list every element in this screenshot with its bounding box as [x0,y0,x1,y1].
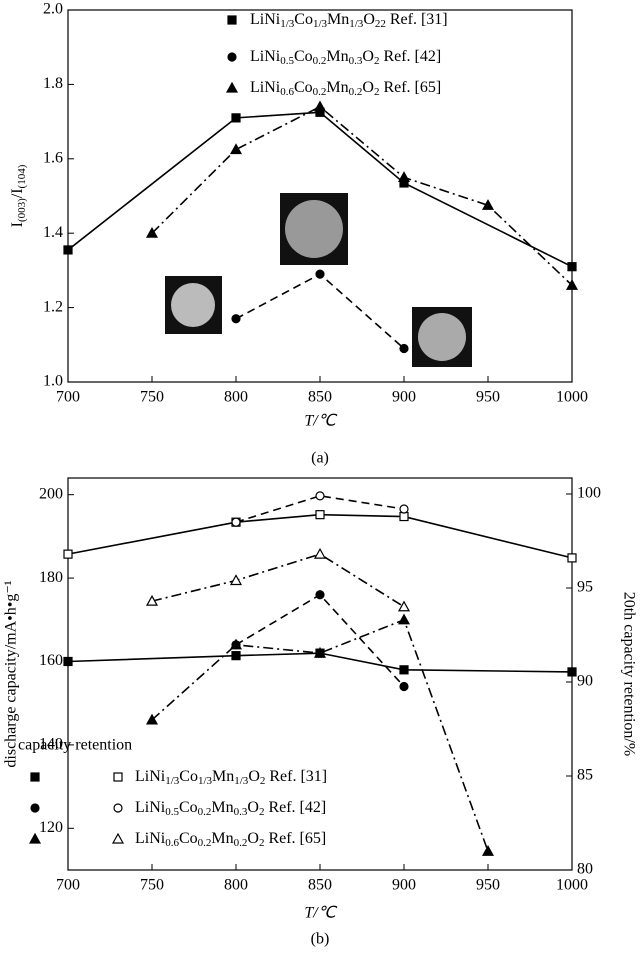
data-point [397,171,411,182]
legend-label: LiNi0.6Co0.2Mn0.2O2 Ref. [65] [135,830,326,849]
x-tick-label: 750 [140,389,164,406]
y-axis-label: discharge capacity/mA•h•g⁻¹ [3,580,20,767]
x-tick-label: 700 [56,877,80,894]
y-tick-label: 1.8 [43,75,63,92]
legend-marker [30,803,40,813]
data-point [399,504,409,514]
x-tick-label: 1000 [556,877,588,894]
series-line [235,273,405,350]
x-tick-label: 800 [224,389,248,406]
sem-particle [171,283,215,327]
legend-label: LiNi0.6Co0.2Mn0.2O2 Ref. [65] [250,79,441,98]
data-point [567,667,577,677]
data-point [567,262,577,272]
series-line [151,553,405,608]
y-tick-label: 1.0 [43,373,63,390]
y2-tick-label: 85 [577,767,593,784]
data-point [145,713,159,725]
legend-marker [111,832,125,844]
data-point [229,143,243,155]
data-point [63,549,73,559]
data-point [229,574,243,586]
data-point [63,245,73,255]
x-tick-label: 850 [308,389,332,406]
y-tick-label: 1.2 [43,298,63,315]
x-tick-label: 700 [56,389,80,406]
data-point [315,510,325,520]
x-tick-label: 850 [308,877,332,894]
data-point [315,590,325,600]
data-point [231,651,241,661]
data-point [315,269,325,279]
legend-marker [227,52,237,62]
y2-axis-label: 20th capacity retention/% [620,592,637,756]
chart-caption: (a) [311,450,329,467]
data-point [399,681,409,692]
data-point [399,343,409,354]
x-tick-label: 900 [392,389,416,406]
sem-particle [285,200,343,258]
x-tick-label: 950 [476,877,500,894]
sem-particle [418,313,466,361]
y2-tick-label: 100 [577,485,601,502]
y2-tick-label: 90 [577,673,593,690]
data-point [229,638,243,650]
y-axis-label: I(003)/I(104) [9,164,28,227]
data-point [231,517,241,527]
legend-title: capacity retention [18,737,132,754]
legend-marker [113,803,123,813]
data-point [399,511,409,522]
y2-tick-label: 80 [577,861,593,878]
x-axis-label: T/℃ [304,905,337,922]
data-point [399,665,409,675]
data-point [481,199,495,210]
data-point [481,844,495,856]
legend-marker [227,15,237,25]
y-tick-label: 1.4 [43,224,63,241]
data-point [397,613,411,625]
data-point [231,314,241,324]
series-line [235,495,405,523]
y2-tick-label: 95 [577,579,593,596]
series-line [151,105,573,286]
x-tick-label: 800 [224,877,248,894]
data-point [313,646,327,658]
legend-marker [28,832,42,844]
y-tick-label: 140 [39,736,63,753]
x-axis-label: T/℃ [304,413,337,430]
legend-marker [113,772,123,782]
series-line [151,618,489,852]
data-point [313,547,327,559]
legend-marker [30,772,40,782]
data-point [397,600,411,612]
data-point [145,226,159,238]
x-tick-label: 900 [392,877,416,894]
y-tick-label: 2.0 [43,1,63,18]
data-point [63,656,73,667]
y-tick-label: 120 [39,819,63,836]
legend-marker [225,81,239,93]
data-point [567,553,577,563]
data-point [315,491,325,501]
y-tick-label: 180 [39,569,63,586]
data-point [145,594,159,606]
y-tick-label: 1.6 [43,149,63,166]
data-point [231,113,241,123]
series-line [235,593,405,688]
legend-label: LiNi1/3Co1/3Mn1/3O2 Ref. [31] [135,768,327,787]
legend-label: LiNi0.5Co0.2Mn0.3O2 Ref. [42] [250,48,441,67]
legend-label: LiNi1/3Co1/3Mn1/3O22 Ref. [31] [250,11,448,30]
y-tick-label: 160 [39,652,63,669]
y-tick-label: 200 [39,485,63,502]
chart-caption: (b) [311,931,330,948]
x-tick-label: 1000 [556,389,588,406]
data-point [313,100,327,112]
legend-label: LiNi0.5Co0.2Mn0.3O2 Ref. [42] [135,799,326,818]
sem-insets [165,193,472,367]
x-tick-label: 950 [476,389,500,406]
data-point [565,279,579,290]
x-tick-label: 750 [140,877,164,894]
